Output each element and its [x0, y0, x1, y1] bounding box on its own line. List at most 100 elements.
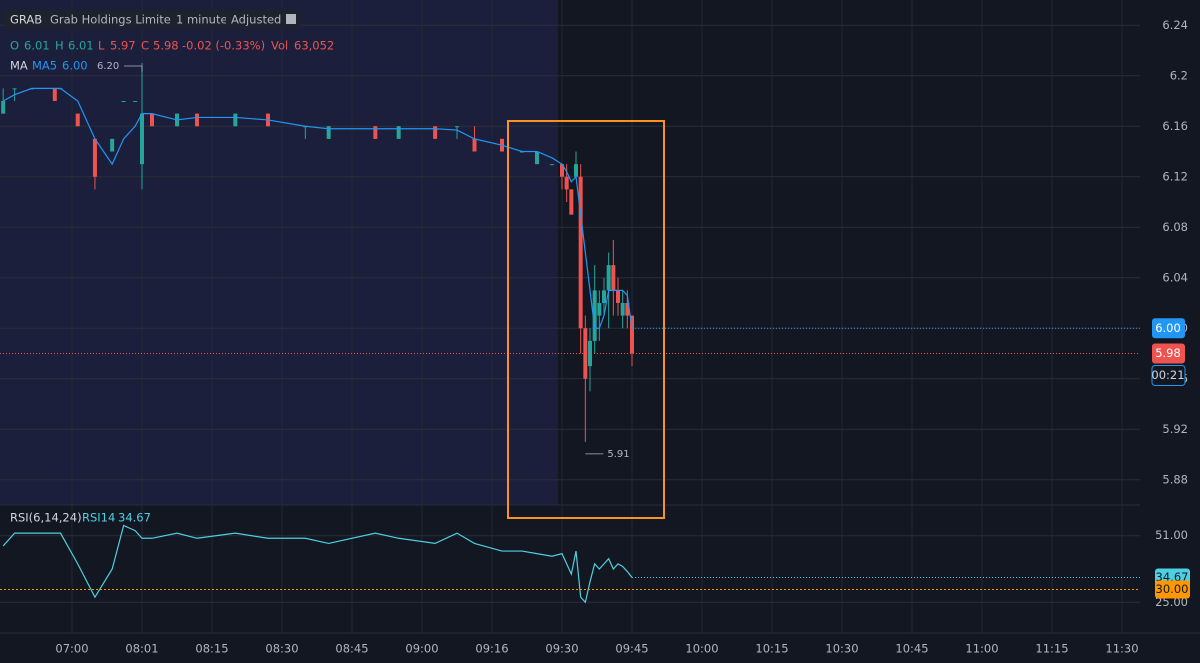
candle-body [110, 138, 115, 152]
rsi-tick-label: 51.00 [1155, 528, 1188, 542]
low-marker-label: 5.91 [607, 449, 629, 460]
candle-body [535, 151, 539, 165]
candle-body [602, 290, 606, 303]
adjust-box [226, 10, 301, 29]
rsi-line [2, 524, 633, 604]
interval-box [171, 10, 226, 29]
candle-body [630, 315, 634, 354]
candle-body [597, 303, 602, 316]
x-tick-label: 08:15 [195, 642, 228, 656]
countdown: 00:21 [1151, 368, 1184, 382]
candle-body [616, 290, 620, 303]
legend-open: 6.01 [24, 39, 50, 53]
x-tick-label: 10:00 [685, 642, 718, 656]
rsi-level-tag [1155, 580, 1190, 599]
x-tick-label: 09:45 [615, 642, 648, 656]
rsi-level-label: 30.00 [1156, 582, 1189, 596]
candle-body [150, 113, 154, 127]
legend-volume: 63,052 [294, 39, 334, 53]
x-tick-label: 11:00 [965, 642, 998, 656]
name-box [44, 10, 171, 29]
legend-open-label: O [10, 39, 19, 53]
candle-body [1, 101, 6, 114]
legend-high-label: H [55, 39, 64, 53]
high-marker-label: 6.20 [97, 61, 119, 72]
x-tick-label: 09:30 [545, 642, 578, 656]
rsi-name: RSI14 [82, 511, 115, 525]
y-tick-label: 6.16 [1162, 119, 1188, 133]
candle-body [233, 113, 238, 127]
interval[interactable]: 1 minute [176, 13, 228, 27]
legend-volume-label: Vol [271, 39, 288, 53]
last-price-tag [1152, 343, 1185, 364]
candle-body [396, 126, 401, 139]
countdown-tag [1151, 365, 1186, 386]
x-tick-label: 08:45 [335, 642, 368, 656]
candle-body [133, 101, 138, 102]
x-tick-label: 07:00 [55, 642, 88, 656]
candle-body [373, 126, 378, 139]
x-tick-label: 08:30 [265, 642, 298, 656]
legend-high: 6.01 [68, 39, 94, 53]
company-name[interactable]: Grab Holdings Limited [50, 13, 178, 27]
y-tick-label: 6.04 [1162, 270, 1188, 284]
symbol: GRAB [10, 13, 42, 27]
x-tick-label: 10:30 [825, 642, 858, 656]
symbol-box [4, 10, 44, 29]
candle-body [75, 113, 80, 127]
y-tick-label: 5.92 [1162, 422, 1188, 436]
candle-body [569, 189, 574, 215]
candle-body [574, 164, 578, 177]
adjustment[interactable]: Adjusted [231, 13, 281, 27]
x-tick-label: 08:01 [125, 642, 158, 656]
x-tick-label: 11:30 [1105, 642, 1138, 656]
x-tick-label: 11:15 [1035, 642, 1068, 656]
y-tick-label: 6.12 [1162, 169, 1188, 183]
rsi-value: 34.67 [118, 511, 151, 525]
candle-body [620, 303, 625, 316]
legend-close-label: C [141, 39, 149, 53]
candle-body [140, 113, 144, 165]
y-tick-label: 6.24 [1162, 18, 1188, 32]
ma-label: MA [10, 59, 28, 73]
ma-value: 6.00 [62, 59, 88, 73]
candle-body [52, 88, 57, 101]
candle-body [560, 164, 564, 177]
ma-name: MA5 [32, 59, 57, 73]
candle-body [92, 138, 97, 177]
candle-body [625, 303, 630, 316]
ma-line [2, 87, 633, 329]
x-tick-label: 09:00 [405, 642, 438, 656]
y-tick-label: 5.88 [1162, 472, 1188, 486]
high-marker-line [124, 65, 143, 72]
last-price-label: 5.98 [1155, 346, 1181, 360]
candle-body [550, 164, 554, 166]
candle-body [12, 88, 17, 90]
candle-body [611, 265, 616, 291]
legend-change: -0.02 (-0.33%) [182, 39, 265, 53]
y-tick-label: 6.08 [1162, 220, 1188, 234]
x-tick-label: 10:45 [895, 642, 928, 656]
candle-body [588, 340, 592, 367]
x-tick-label: 09:16 [475, 642, 508, 656]
candle-body [121, 101, 126, 102]
x-tick-label: 10:15 [755, 642, 788, 656]
candle-body [578, 176, 583, 329]
legend-low: 5.97 [110, 39, 136, 53]
candle-body [326, 126, 331, 139]
candle-body [592, 290, 597, 341]
candle-body [455, 126, 459, 128]
ma-tag-label: 6.00 [1155, 321, 1181, 335]
candle-body [433, 126, 438, 139]
highlight-box [507, 120, 665, 519]
candle-body [564, 176, 569, 190]
ma-tag [1152, 318, 1185, 339]
legend-close: 5.98 [153, 39, 179, 53]
legend-low-label: L [98, 39, 105, 53]
candle-body [472, 138, 477, 152]
y-tick-label: 6.2 [1170, 68, 1188, 82]
rsi-title: RSI(6,14,24) [10, 511, 82, 525]
adjust-icon[interactable] [286, 14, 296, 24]
candle-body [195, 113, 199, 127]
